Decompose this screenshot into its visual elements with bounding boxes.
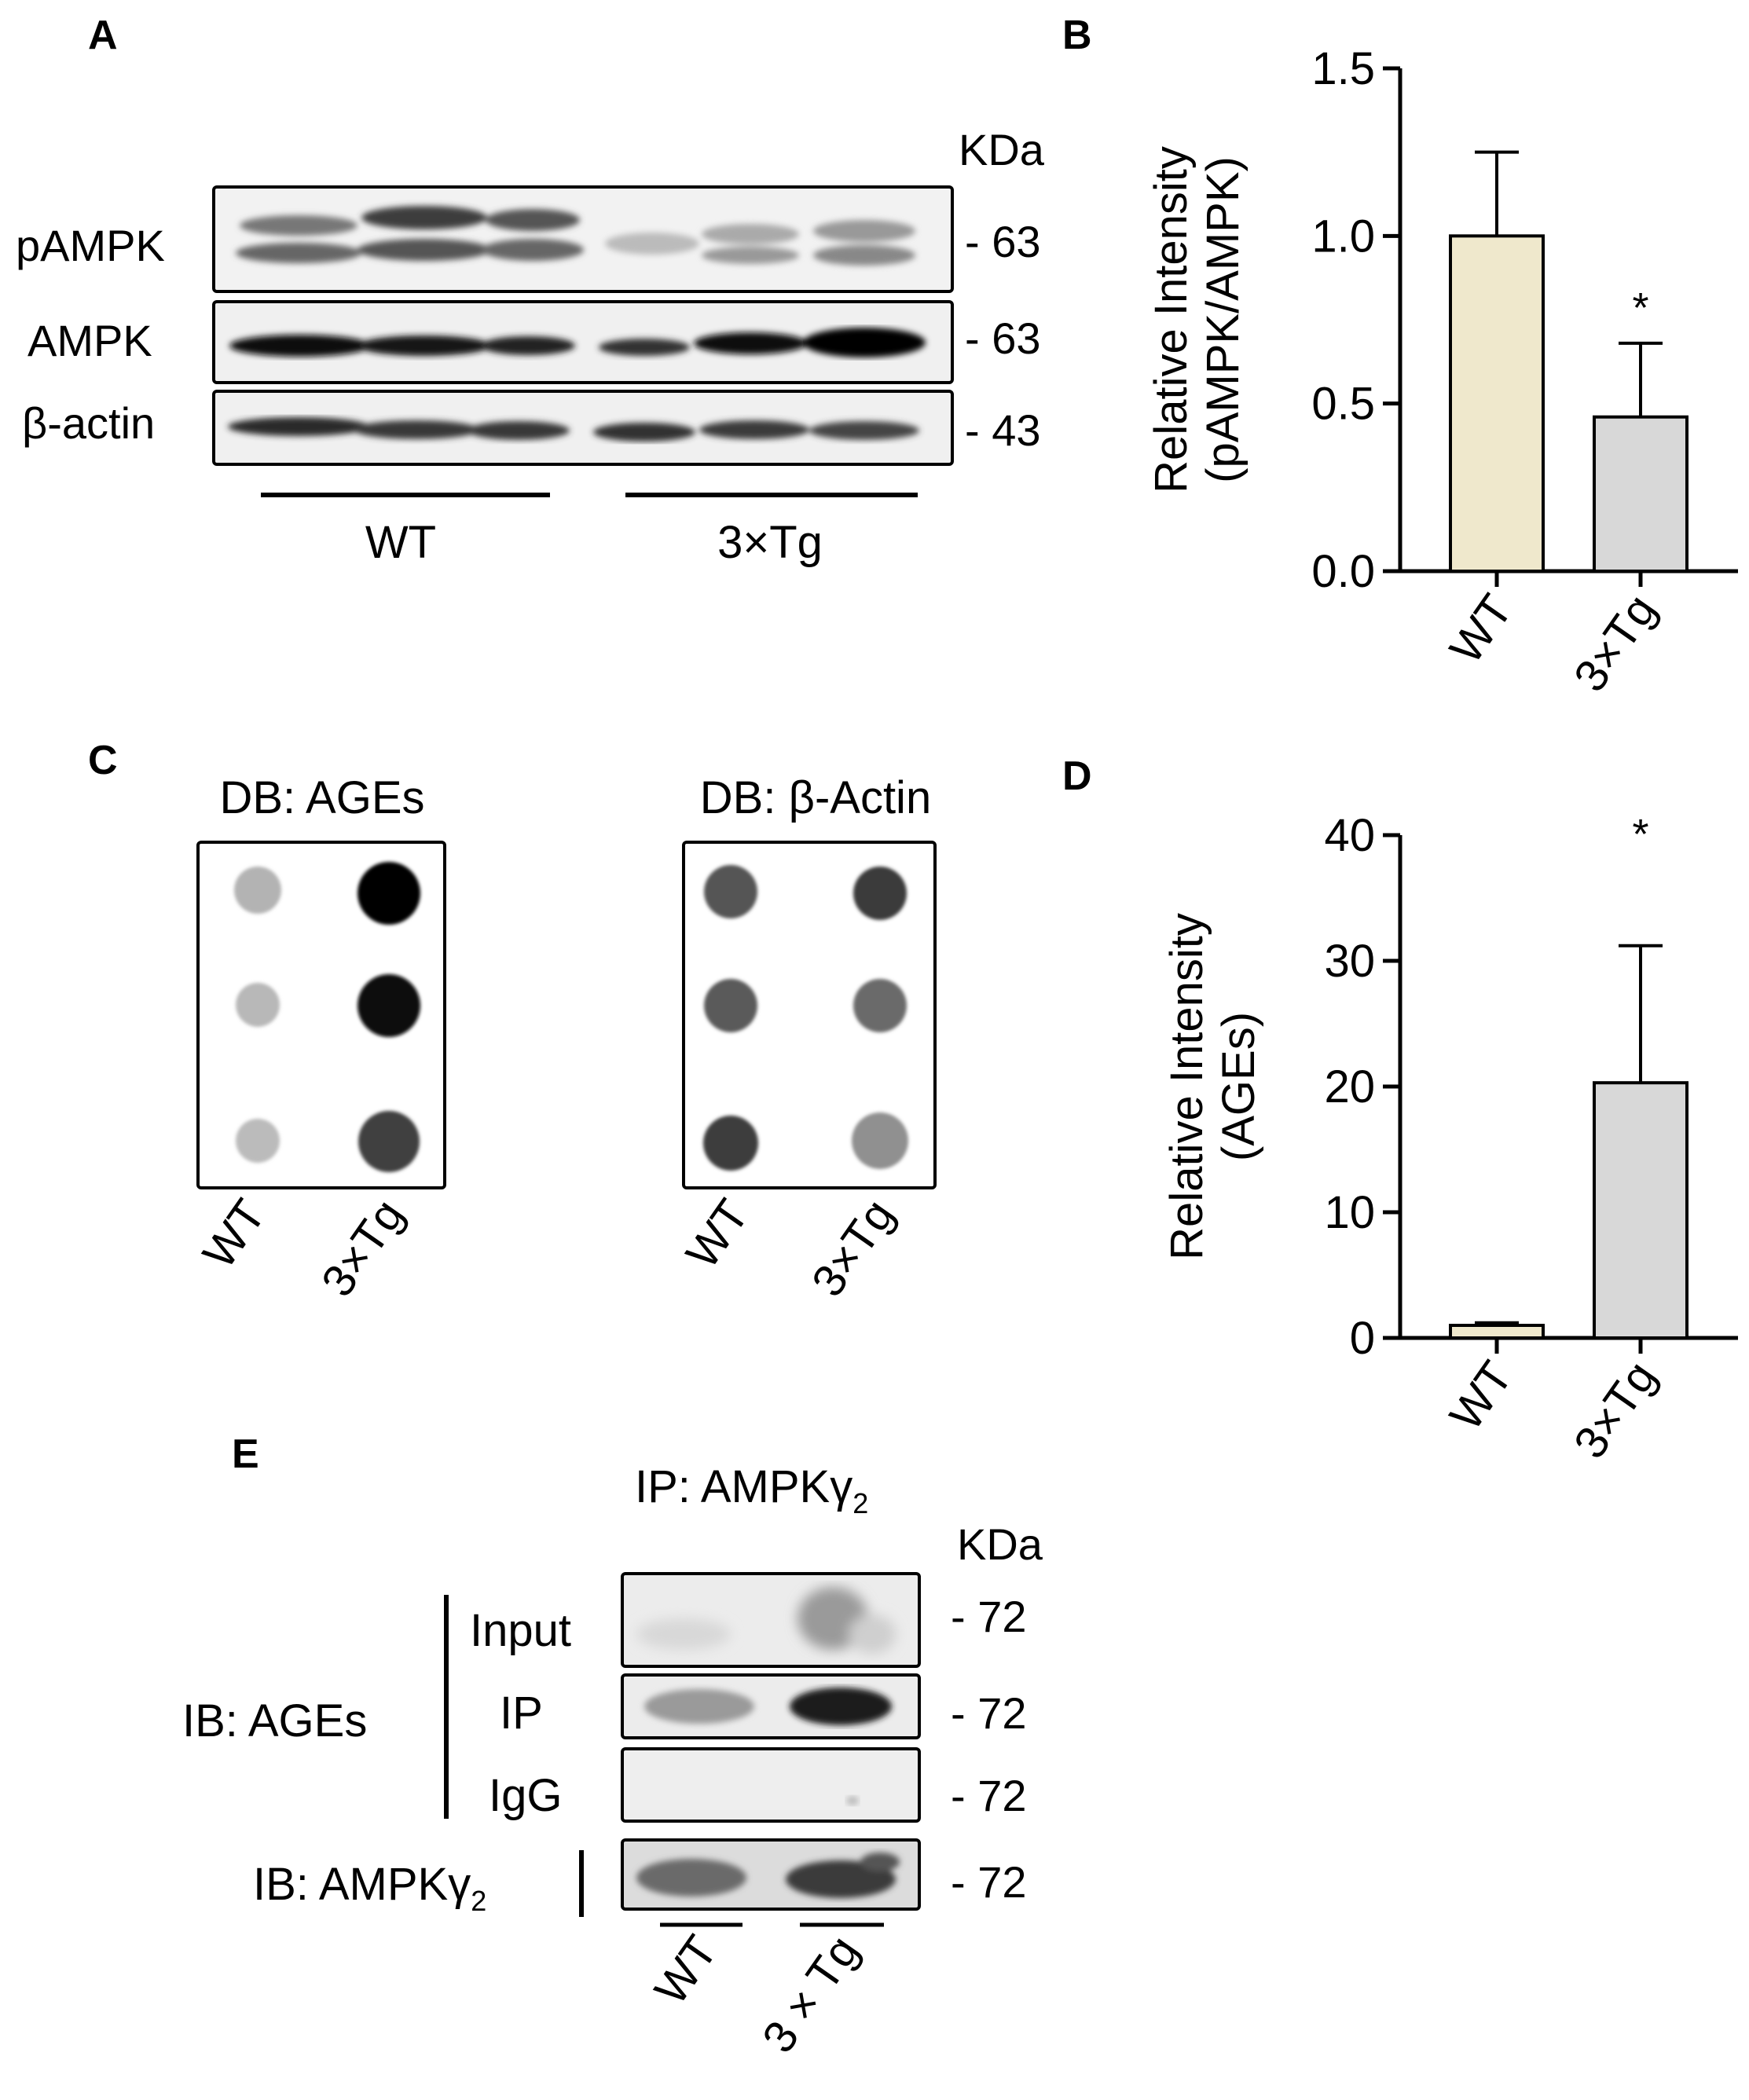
y-tick-label: 30 <box>1324 936 1375 987</box>
row-label-ip: IP <box>500 1688 543 1739</box>
chart-b: 0.0 0.5 1.0 1.5 Relative Intensity(pAMPK/AMP… <box>1146 43 1738 701</box>
kda-beta-actin: - 43 <box>965 405 1041 455</box>
ib-ampk-label: IB: AMPKγ2 <box>253 1859 486 1917</box>
dotblot-ages-xlabel-wt: WT <box>193 1190 276 1277</box>
kda-igg: - 72 <box>951 1771 1027 1820</box>
panel-b: B 0.0 0.5 1.0 1.5 Relative Intensity(pAMPK/A… <box>1062 13 1738 701</box>
dotblot-actin-xlabel-3xtg: 3×Tg <box>802 1190 904 1306</box>
dotblot-actin-xlabel-wt: WT <box>676 1190 759 1277</box>
y-tick-label: 1.5 <box>1311 43 1375 94</box>
y-tick-label: 40 <box>1324 810 1375 861</box>
panel-letter-c: C <box>88 738 118 783</box>
chart-d: 0 10 20 30 40 Relative Intensity(AGEs) WT 3×Tg * <box>1161 810 1738 1468</box>
y-axis-label: Relative Intensity(AGEs) <box>1161 913 1264 1260</box>
dotblot-title-ages: DB: AGEs <box>219 772 424 823</box>
ib-ages-label: IB: AGEs <box>182 1695 367 1746</box>
blot-label-pampk: pAMPK <box>16 221 165 270</box>
significance-marker: * <box>1632 284 1648 332</box>
blot-beta-actin <box>212 390 954 466</box>
ip-title-main: IP: AMPKγ <box>635 1461 852 1512</box>
blot-ip <box>621 1673 921 1739</box>
x-tick-label: 3×Tg <box>1564 585 1666 701</box>
y-axis-label-line1: Relative Intensity <box>1161 913 1212 1260</box>
x-tick-label: WT <box>1440 585 1523 673</box>
panel-letter-e: E <box>232 1431 259 1477</box>
y-tick-label: 0.5 <box>1311 379 1375 430</box>
y-tick-label: 10 <box>1324 1187 1375 1238</box>
dotblot-ages-xlabel-3xtg: 3×Tg <box>312 1190 414 1306</box>
kda-ip: - 72 <box>951 1688 1027 1738</box>
y-axis-label-line2: (AGEs) <box>1213 1012 1264 1161</box>
ip-title-sub: 2 <box>852 1487 868 1519</box>
panel-c: C DB: AGEs WT 3×Tg DB: β-Actin <box>88 738 937 1306</box>
y-axis-label-line2: (pAMPK/AMPK) <box>1197 156 1248 483</box>
kda-ampk-gamma2: - 72 <box>951 1857 1027 1907</box>
row-label-igg: IgG <box>489 1770 563 1821</box>
row-label-input: Input <box>470 1605 571 1656</box>
blot-pampk <box>212 185 954 293</box>
bar <box>1593 1081 1688 1340</box>
kda-ampk: - 63 <box>965 313 1041 363</box>
blot-ampk-gamma2 <box>621 1838 921 1911</box>
group-label-e-3xtg: 3 × Tg <box>753 1926 869 2062</box>
y-axis-label-line1: Relative Intensity <box>1146 146 1197 493</box>
panel-a: A KDa pAMPK - 63 <box>16 13 1045 568</box>
dotblot-title-actin: DB: β-Actin <box>700 772 931 823</box>
group-label-3xtg: 3×Tg <box>717 517 823 568</box>
x-tick-label: WT <box>1440 1352 1523 1439</box>
y-tick-label: 0.0 <box>1311 546 1375 597</box>
blot-label-ampk: AMPK <box>28 316 152 365</box>
bar <box>1449 1324 1545 1340</box>
blot-input <box>621 1572 921 1668</box>
ip-title: IP: AMPKγ2 <box>635 1461 868 1519</box>
group-label-e-wt: WT <box>645 1926 728 2014</box>
significance-marker: * <box>1632 811 1648 858</box>
kda-input: - 72 <box>951 1592 1027 1641</box>
panel-letter-a: A <box>88 13 118 58</box>
kda-label-a: KDa <box>959 125 1045 174</box>
x-tick-label: 3×Tg <box>1564 1352 1666 1468</box>
panel-letter-b: B <box>1062 13 1092 58</box>
y-tick-label: 1.0 <box>1311 211 1375 262</box>
y-tick-label: 0 <box>1350 1313 1375 1364</box>
blot-label-beta-actin: β-actin <box>22 398 155 448</box>
bar <box>1593 415 1688 573</box>
y-tick-label: 20 <box>1324 1061 1375 1112</box>
group-label-wt: WT <box>365 517 436 568</box>
bar <box>1449 234 1545 573</box>
dotblot-ages <box>196 841 446 1189</box>
ib-ampk-sub: 2 <box>471 1885 486 1917</box>
kda-pampk: - 63 <box>965 217 1041 266</box>
panel-letter-d: D <box>1062 753 1092 799</box>
panel-e: E IP: AMPKγ2 KDa IB: AGEs Input - 72 IP … <box>182 1431 1043 2062</box>
blot-igg <box>621 1747 921 1823</box>
panel-d: D 0 10 20 30 40 Relative Intensity(AGEs) WT 3×T… <box>1062 753 1738 1468</box>
y-axis-label: Relative Intensity(pAMPK/AMPK) <box>1146 146 1248 493</box>
kda-label-e: KDa <box>957 1519 1043 1569</box>
blot-ampk <box>212 300 954 384</box>
ib-ampk-main: IB: AMPKγ <box>253 1859 471 1910</box>
dotblot-actin <box>682 841 937 1189</box>
